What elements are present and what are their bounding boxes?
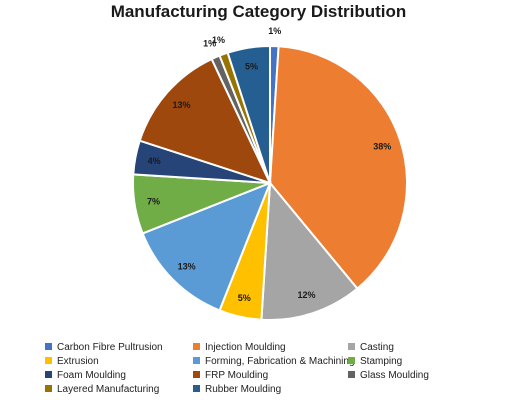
legend-swatch (45, 371, 52, 378)
data-label-forming-fabrication-machining: 13% (178, 261, 196, 271)
legend-swatch (45, 357, 52, 364)
legend-item-forming-fabrication-machining: Forming, Fabrication & Machining (193, 356, 355, 370)
legend-item-layered-manufacturing: Layered Manufacturing (45, 384, 159, 398)
legend-label: Casting (360, 342, 394, 353)
legend-item-frp-moulding: FRP Moulding (193, 370, 268, 384)
legend-swatch (348, 371, 355, 378)
legend-swatch (45, 385, 52, 392)
legend-label: Forming, Fabrication & Machining (205, 356, 355, 367)
slice-injection-moulding (268, 45, 408, 290)
data-label-glass-moulding: 1% (203, 39, 216, 49)
pie-chart: 1%38%12%5%13%7%4%13%1%1%5% (132, 26, 408, 321)
legend-item-carbon-fibre-pultrusion: Carbon Fibre Pultrusion (45, 342, 163, 356)
data-label-casting: 12% (297, 290, 315, 300)
data-label-extrusion: 5% (238, 293, 251, 303)
legend-label: Layered Manufacturing (57, 384, 160, 395)
chart-title: Manufacturing Category Distribution (110, 2, 407, 21)
legend-label: Stamping (360, 356, 403, 367)
legend-item-rubber-moulding: Rubber Moulding (193, 384, 281, 398)
legend-swatch (193, 357, 200, 364)
slice-casting (260, 180, 359, 321)
data-label-layered-manufacturing: 1% (212, 35, 225, 45)
legend-swatch (348, 357, 355, 364)
legend-swatch (193, 371, 200, 378)
data-label-rubber-moulding: 5% (245, 62, 258, 72)
legend-item-stamping: Stamping (348, 356, 402, 370)
legend-swatch (348, 343, 355, 350)
legend-swatch (193, 343, 200, 350)
legend-item-glass-moulding: Glass Moulding (348, 370, 429, 384)
legend: Carbon Fibre Pultrusion Injection Mouldin… (45, 342, 515, 398)
data-label-frp-moulding: 13% (172, 100, 190, 110)
legend-item-casting: Casting (348, 342, 394, 356)
legend-label: Carbon Fibre Pultrusion (57, 342, 163, 353)
slice-forming-fabrication-machining (141, 181, 272, 312)
slice-rubber-moulding (226, 44, 271, 184)
legend-label: Glass Moulding (360, 370, 429, 381)
legend-item-extrusion: Extrusion (45, 356, 99, 370)
pie-slices (132, 44, 408, 321)
legend-label: Rubber Moulding (205, 384, 282, 395)
data-label-carbon-fibre-pultrusion: 1% (268, 26, 281, 36)
legend-label: Injection Moulding (205, 342, 286, 353)
data-label-foam-moulding: 4% (148, 156, 161, 166)
legend-label: Extrusion (57, 356, 99, 367)
slice-frp-moulding (138, 57, 272, 185)
data-label-injection-moulding: 38% (373, 142, 391, 152)
legend-swatch (45, 343, 52, 350)
legend-label: FRP Moulding (205, 370, 269, 381)
legend-item-foam-moulding: Foam Moulding (45, 370, 126, 384)
data-labels: 1%38%12%5%13%7%4%13%1%1%5% (147, 26, 391, 303)
data-label-stamping: 7% (147, 197, 160, 207)
legend-swatch (193, 385, 200, 392)
legend-label: Foam Moulding (57, 370, 126, 381)
legend-item-injection-moulding: Injection Moulding (193, 342, 286, 356)
